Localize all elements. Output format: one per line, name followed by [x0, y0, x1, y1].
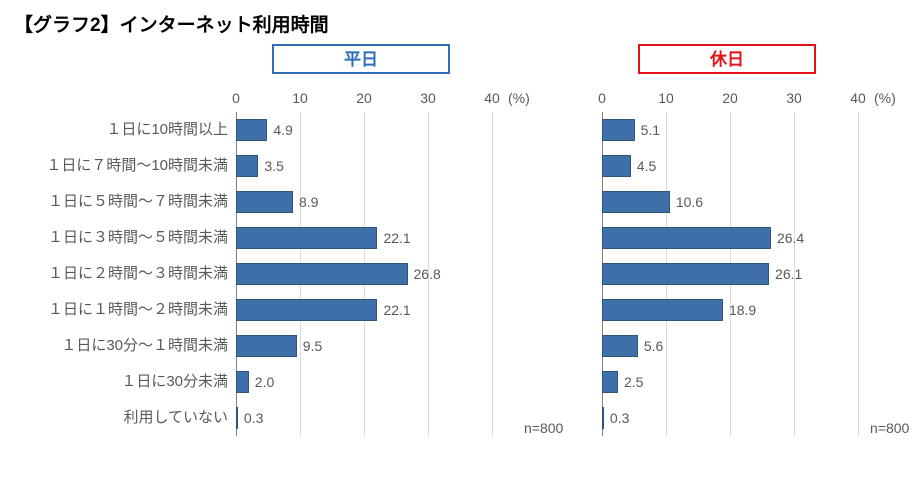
- axis-tick-label: 40: [477, 90, 507, 106]
- category-label: １日に７時間～10時間未満: [0, 148, 228, 184]
- axis-tick-label: 0: [221, 90, 251, 106]
- category-label: １日に３時間～５時間未満: [0, 220, 228, 256]
- bar-value-label: 5.6: [644, 335, 663, 357]
- category-label: １日に１時間～２時間未満: [0, 292, 228, 328]
- bar-value-label: 9.5: [303, 335, 322, 357]
- bar-value-label: 2.5: [624, 371, 643, 393]
- sample-size-weekday: n=800: [524, 420, 563, 436]
- gridline: [492, 112, 493, 436]
- bar: [602, 407, 604, 429]
- axis-tick-label: 40: [843, 90, 873, 106]
- bar-value-label: 26.8: [414, 263, 441, 285]
- bar: [602, 155, 631, 177]
- category-label: １日に２時間～３時間未満: [0, 256, 228, 292]
- sample-size-holiday: n=800: [870, 420, 909, 436]
- page-title: 【グラフ2】インターネット利用時間: [14, 10, 329, 37]
- bar-value-label: 4.9: [273, 119, 292, 141]
- bar-value-label: 0.3: [610, 407, 629, 429]
- bar-value-label: 18.9: [729, 299, 756, 321]
- category-label: 利用していない: [0, 400, 228, 436]
- bar: [602, 335, 638, 357]
- bar-value-label: 2.0: [255, 371, 274, 393]
- bar-value-label: 4.5: [637, 155, 656, 177]
- plot-weekday: 4.9 3.5 8.9 22.126.822.1 9.5 2.0 0.3: [236, 112, 492, 436]
- category-label: １日に５時間～７時間未満: [0, 184, 228, 220]
- bar-value-label: 26.1: [775, 263, 802, 285]
- bar: [236, 263, 408, 285]
- axis-tick-label: 10: [651, 90, 681, 106]
- panel-header-holiday: 休日: [638, 44, 816, 74]
- bar-value-label: 5.1: [641, 119, 660, 141]
- bar: [236, 191, 293, 213]
- page: 【グラフ2】インターネット利用時間 平日 休日 010203040(%)0102…: [0, 0, 920, 500]
- bar: [236, 371, 249, 393]
- bar-value-label: 8.9: [299, 191, 318, 213]
- bar: [236, 227, 377, 249]
- bar: [236, 299, 377, 321]
- axis-tick-label: 20: [349, 90, 379, 106]
- plot-holiday: 5.1 4.5 10.6 26.4 26.1 18.9 5.62.5 0.3: [602, 112, 858, 436]
- bar-value-label: 22.1: [383, 227, 410, 249]
- bar: [602, 263, 769, 285]
- bar: [602, 227, 771, 249]
- bar: [236, 119, 267, 141]
- category-label: １日に30分～１時間未満: [0, 328, 228, 364]
- axis-unit: (%): [508, 90, 530, 106]
- axis-tick-label: 10: [285, 90, 315, 106]
- bar-value-label: 22.1: [383, 299, 410, 321]
- axis-tick-label: 30: [779, 90, 809, 106]
- axis-tick-label: 20: [715, 90, 745, 106]
- bar: [602, 119, 635, 141]
- bar: [236, 155, 258, 177]
- bar-value-label: 10.6: [676, 191, 703, 213]
- bar: [236, 335, 297, 357]
- bar-value-label: 0.3: [244, 407, 263, 429]
- category-label: １日に30分未満: [0, 364, 228, 400]
- bar: [602, 191, 670, 213]
- category-label: １日に10時間以上: [0, 112, 228, 148]
- bar-value-label: 3.5: [264, 155, 283, 177]
- bar-value-label: 26.4: [777, 227, 804, 249]
- bar: [602, 371, 618, 393]
- axis-unit: (%): [874, 90, 896, 106]
- bar: [236, 407, 238, 429]
- axis-tick-label: 30: [413, 90, 443, 106]
- axis-tick-label: 0: [587, 90, 617, 106]
- bar: [602, 299, 723, 321]
- panel-header-weekday: 平日: [272, 44, 450, 74]
- gridline: [858, 112, 859, 436]
